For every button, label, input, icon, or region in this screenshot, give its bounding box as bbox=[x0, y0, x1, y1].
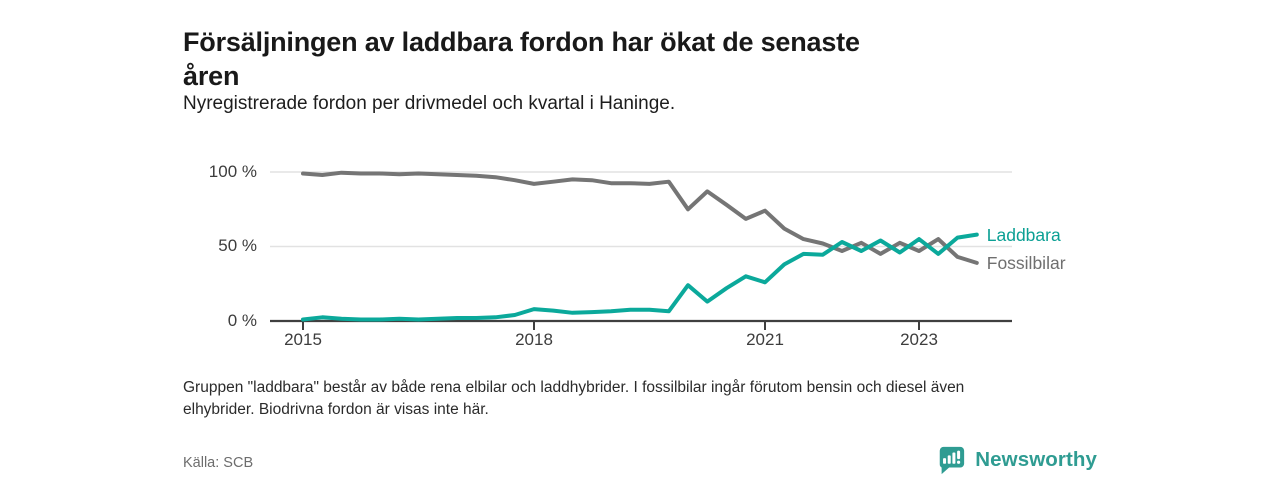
footnote-line-2: elhybrider. Biodrivna fordon är visas in… bbox=[183, 400, 489, 418]
y-axis-tick-0: 0 % bbox=[227, 311, 257, 330]
newsworthy-logo-text: Newsworthy bbox=[975, 448, 1097, 471]
y-axis-tick-100: 100 % bbox=[208, 162, 257, 181]
chart-footnote: Gruppen "laddbara" består av både rena e… bbox=[183, 377, 1083, 420]
newsworthy-logo-icon bbox=[936, 445, 966, 475]
x-axis-tick-2023: 2023 bbox=[900, 330, 938, 349]
x-axis-tick-2021: 2021 bbox=[746, 330, 784, 349]
x-axis-tick-2018: 2018 bbox=[515, 330, 553, 349]
footnote-line-1: Gruppen "laddbara" består av både rena e… bbox=[183, 379, 965, 396]
y-axis-tick-50: 50 % bbox=[218, 236, 257, 255]
series-label-fossilbilar: Fossilbilar bbox=[986, 252, 1066, 273]
title-line-1: Försäljningen av laddbara fordon har öka… bbox=[183, 27, 860, 58]
source-attribution: Källa: SCB bbox=[183, 455, 254, 471]
x-axis-tick-2015: 2015 bbox=[284, 330, 322, 349]
newsworthy-logo: Newsworthy bbox=[936, 445, 1097, 475]
title-line-2: åren bbox=[183, 61, 240, 92]
page-title: Försäljningen av laddbara fordon har öka… bbox=[183, 25, 1083, 93]
series-label-laddbara: Laddbara bbox=[986, 224, 1061, 245]
chart-subtitle: Nyregistrerade fordon per drivmedel och … bbox=[183, 93, 676, 114]
